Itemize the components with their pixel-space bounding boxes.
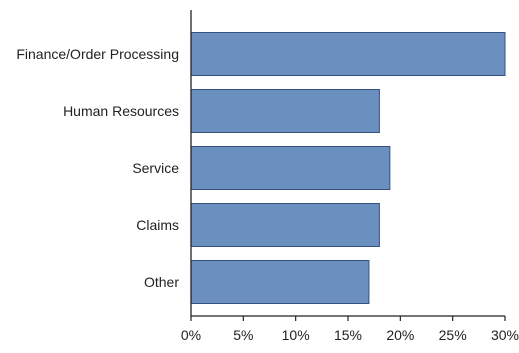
- bar-service: [190, 146, 391, 190]
- axes-layer: 0% 5% 10% 15% 20% 25% 30%: [181, 10, 519, 343]
- x-tick-label: 10%: [282, 327, 310, 343]
- category-label-claims: Claims: [136, 217, 179, 233]
- x-tick-label: 5%: [233, 327, 253, 343]
- x-tick-label: 15%: [334, 327, 362, 343]
- category-label-human-resources: Human Resources: [63, 103, 179, 119]
- bar-human-resources: [190, 89, 380, 133]
- category-label-finance-order-processing: Finance/Order Processing: [16, 46, 179, 62]
- bars-layer: [190, 32, 506, 304]
- x-tick-label: 25%: [439, 327, 467, 343]
- x-tick-label: 20%: [386, 327, 414, 343]
- category-labels-layer: Finance/Order Processing Human Resources S…: [16, 46, 179, 290]
- category-label-other: Other: [144, 274, 179, 290]
- bar-claims: [190, 203, 380, 247]
- bar-other: [190, 260, 370, 304]
- category-label-service: Service: [132, 160, 179, 176]
- x-tick-label: 30%: [491, 327, 519, 343]
- x-tick-label: 0%: [181, 327, 201, 343]
- bar-finance-order-processing: [190, 32, 506, 76]
